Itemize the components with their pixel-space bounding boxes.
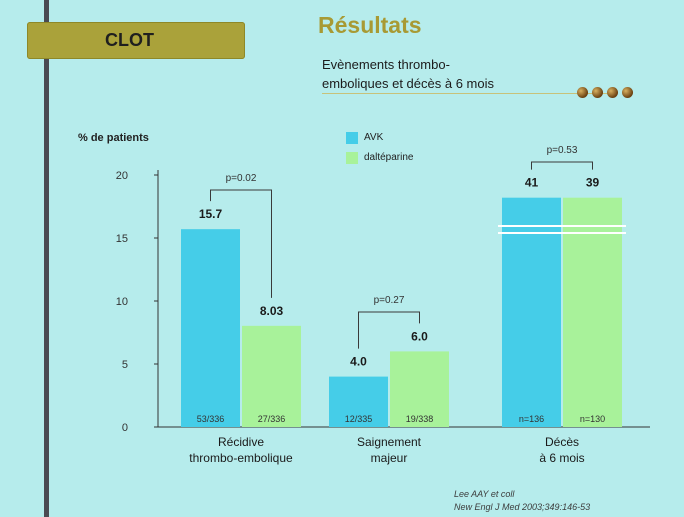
p-value-bracket: [531, 161, 593, 170]
bar: [329, 376, 388, 427]
legend-swatch-dalteparine: [346, 152, 358, 164]
p-value-label: p=0.27: [374, 295, 405, 306]
bar: [563, 197, 622, 427]
bar-count-label: n=136: [519, 414, 544, 424]
y-tick-label: 10: [116, 296, 128, 308]
y-tick-label: 20: [116, 170, 128, 182]
slide-subtitle: Evènements thrombo- emboliques et décès …: [322, 55, 552, 93]
category-label: à 6 mois: [539, 451, 584, 465]
subtitle-line-2: emboliques et décès à 6 mois: [322, 76, 494, 91]
p-value-bracket: [210, 189, 272, 298]
legend-swatch-avk: [346, 132, 358, 144]
y-tick-label: 0: [122, 422, 128, 434]
bar: [181, 229, 240, 427]
bar-count-label: 12/335: [345, 414, 373, 424]
bar-count-label: n=130: [580, 414, 605, 424]
legend-label-avk: AVK: [364, 132, 384, 143]
citation-authors: Lee AAY et coll: [454, 489, 515, 499]
bar-count-label: 19/338: [406, 414, 434, 424]
bar-value-label: 41: [525, 176, 539, 190]
bar-value-label: 6.0: [411, 329, 428, 343]
bar-value-label: 15.7: [199, 207, 223, 221]
subtitle-underline: [322, 93, 612, 94]
bar: [390, 351, 449, 427]
category-label: Décès: [545, 435, 579, 449]
legend-label-dalteparine: daltéparine: [364, 152, 414, 163]
bar-value-label: 8.03: [260, 304, 284, 318]
study-badge: CLOT: [27, 22, 245, 59]
bar-value-label: 39: [586, 176, 600, 190]
citation-journal: New Engl J Med 2003;349:146-53: [454, 502, 591, 512]
subtitle-line-1: Evènements thrombo-: [322, 57, 450, 72]
slide-vertical-rule: [44, 0, 49, 517]
p-value-label: p=0.53: [547, 145, 578, 156]
bar-value-label: 4.0: [350, 355, 367, 369]
bullet-dot-icon: [607, 87, 618, 98]
bullet-dot-icon: [622, 87, 633, 98]
bar-count-label: 53/336: [197, 414, 225, 424]
p-value-label: p=0.02: [226, 173, 257, 184]
y-axis-label: % de patients: [78, 132, 149, 144]
y-tick-label: 15: [116, 233, 128, 245]
category-label: Récidive: [218, 435, 264, 449]
category-label: majeur: [371, 451, 408, 465]
slide-title: Résultats: [318, 12, 422, 38]
citation: Lee AAY et coll New Engl J Med 2003;349:…: [454, 488, 590, 514]
bar: [242, 325, 301, 427]
category-label: Saignement: [357, 435, 422, 449]
bullet-dot-icon: [592, 87, 603, 98]
study-badge-label: CLOT: [105, 30, 154, 50]
bar-count-label: 27/336: [258, 414, 286, 424]
category-label: thrombo-embolique: [189, 451, 293, 465]
bullet-dot-icon: [577, 87, 588, 98]
p-value-bracket: [358, 311, 420, 349]
bar: [502, 197, 561, 427]
y-tick-label: 5: [122, 359, 128, 371]
